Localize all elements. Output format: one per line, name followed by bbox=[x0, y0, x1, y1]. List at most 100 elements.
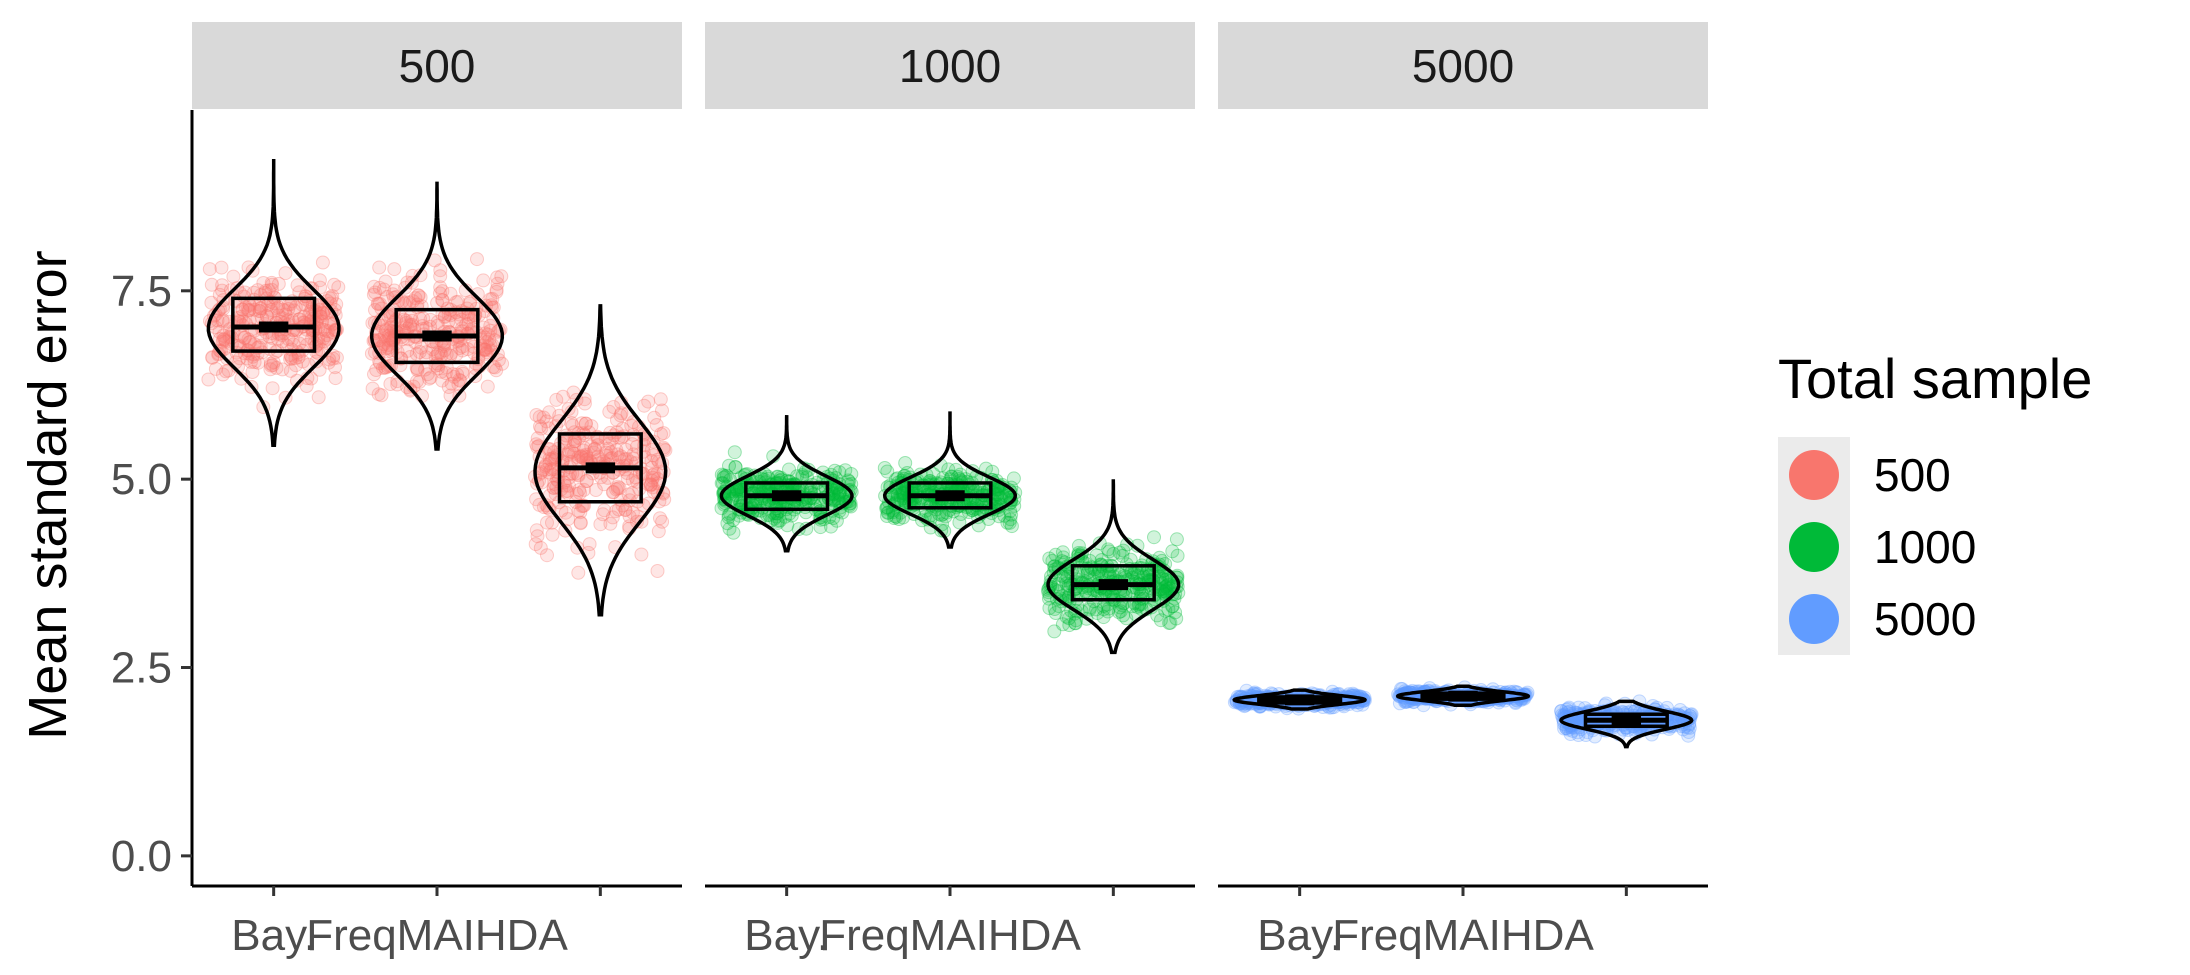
data-point bbox=[718, 469, 733, 484]
data-point bbox=[403, 317, 418, 332]
data-point bbox=[586, 445, 601, 460]
data-point bbox=[829, 513, 844, 528]
data-point bbox=[561, 470, 576, 485]
data-point bbox=[565, 418, 580, 433]
data-point bbox=[561, 446, 576, 461]
data-point bbox=[483, 318, 498, 333]
data-point bbox=[264, 275, 279, 290]
data-point bbox=[383, 377, 398, 391]
data-point bbox=[275, 334, 290, 349]
data-point bbox=[215, 283, 230, 298]
violin-shape bbox=[369, 181, 505, 451]
data-point bbox=[411, 288, 426, 303]
data-point bbox=[573, 515, 588, 530]
data-point bbox=[258, 283, 273, 298]
data-point bbox=[877, 461, 892, 475]
data-point bbox=[571, 450, 586, 465]
data-point bbox=[489, 282, 504, 297]
data-point bbox=[490, 276, 505, 291]
data-point bbox=[795, 468, 810, 483]
data-point bbox=[549, 392, 564, 407]
data-point bbox=[212, 332, 227, 346]
facet-strip-label: 1000 bbox=[899, 40, 1001, 92]
data-point bbox=[610, 413, 624, 428]
data-point bbox=[576, 443, 591, 458]
data-point bbox=[433, 280, 448, 295]
data-point bbox=[263, 362, 278, 377]
data-point bbox=[965, 503, 980, 518]
data-point bbox=[327, 277, 342, 292]
data-point bbox=[387, 262, 402, 277]
data-point bbox=[437, 343, 452, 358]
data-point bbox=[460, 342, 475, 357]
data-point bbox=[564, 416, 579, 430]
data-point bbox=[587, 442, 602, 457]
data-point bbox=[646, 467, 661, 482]
data-point bbox=[924, 498, 938, 513]
data-point bbox=[390, 377, 405, 392]
data-point bbox=[371, 387, 386, 402]
facet-strip bbox=[705, 22, 1195, 109]
data-point bbox=[204, 295, 219, 310]
x-tick-label: FreqMAIHDA bbox=[819, 911, 1081, 960]
data-point bbox=[328, 371, 343, 386]
data-point bbox=[376, 282, 391, 297]
data-point bbox=[645, 468, 660, 483]
data-point bbox=[461, 316, 476, 331]
data-point bbox=[284, 332, 299, 347]
data-point bbox=[528, 537, 543, 552]
data-point bbox=[278, 307, 293, 322]
data-point bbox=[643, 478, 658, 493]
data-point bbox=[288, 358, 303, 373]
data-point bbox=[530, 529, 545, 544]
data-point bbox=[579, 474, 594, 488]
data-point bbox=[411, 288, 426, 303]
data-point bbox=[414, 340, 429, 355]
data-point bbox=[579, 474, 594, 488]
legend-key-1000 bbox=[1789, 522, 1839, 572]
data-point bbox=[644, 453, 659, 468]
data-point bbox=[290, 278, 305, 293]
data-point bbox=[423, 312, 438, 327]
data-point bbox=[577, 440, 592, 455]
data-point bbox=[278, 266, 293, 281]
data-point bbox=[729, 483, 744, 497]
data-point bbox=[558, 505, 573, 520]
data-point bbox=[311, 390, 326, 405]
data-point bbox=[490, 270, 505, 285]
data-point bbox=[368, 285, 383, 300]
data-point bbox=[264, 282, 279, 297]
data-point bbox=[295, 354, 310, 369]
data-point bbox=[619, 442, 633, 457]
data-point bbox=[612, 481, 627, 495]
legend-key-5000 bbox=[1789, 594, 1839, 644]
data-point bbox=[212, 324, 227, 339]
data-point bbox=[556, 389, 570, 404]
data-point bbox=[315, 255, 330, 270]
data-point bbox=[645, 480, 660, 495]
data-point bbox=[613, 449, 628, 464]
data-point bbox=[237, 330, 252, 345]
data-point bbox=[384, 358, 399, 373]
data-point bbox=[561, 447, 576, 462]
data-point bbox=[483, 324, 498, 338]
data-point bbox=[204, 277, 219, 292]
data-point bbox=[482, 332, 497, 347]
data-point bbox=[614, 406, 629, 421]
data-point bbox=[1089, 548, 1104, 563]
data-point bbox=[208, 361, 223, 376]
data-point bbox=[247, 302, 262, 317]
data-point bbox=[483, 338, 498, 353]
data-point bbox=[590, 438, 605, 453]
facet-strip bbox=[192, 22, 682, 109]
data-point bbox=[571, 503, 586, 518]
data-point bbox=[654, 427, 668, 442]
data-point bbox=[238, 300, 253, 315]
data-point bbox=[645, 470, 660, 485]
data-point bbox=[455, 364, 470, 379]
data-point bbox=[994, 486, 1009, 501]
data-point bbox=[641, 394, 656, 409]
data-point bbox=[726, 525, 741, 540]
data-point bbox=[412, 345, 427, 359]
